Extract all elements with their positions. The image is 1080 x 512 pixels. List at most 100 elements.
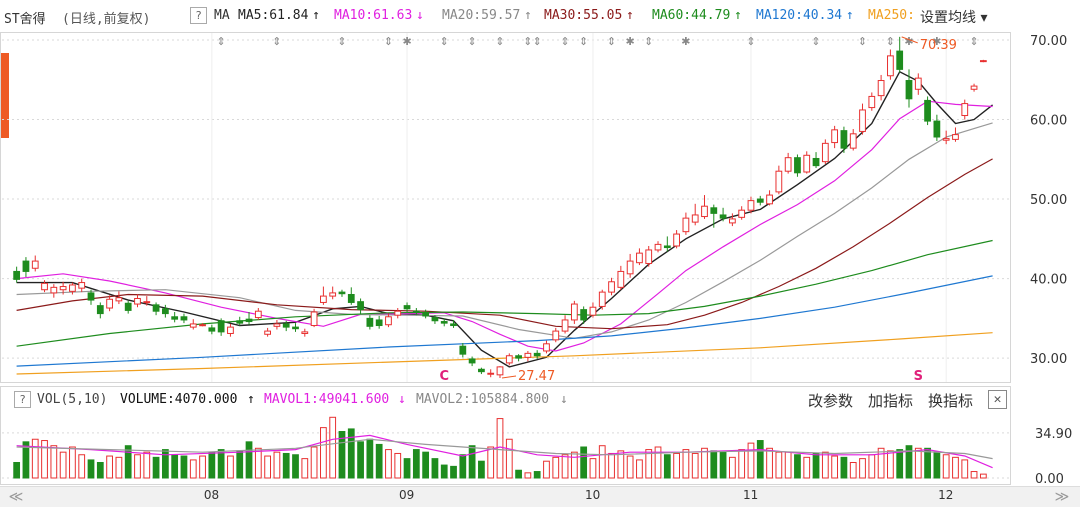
- volume-bar: [347, 428, 355, 479]
- switch-indicator-button[interactable]: 换指标: [928, 392, 974, 410]
- candle-body: [905, 80, 913, 100]
- volume-bar: [682, 449, 690, 479]
- volume-bar: [608, 452, 615, 479]
- candle-body: [691, 214, 699, 223]
- event-marker-icon: ⇕: [969, 35, 978, 48]
- add-indicator-button[interactable]: 加指标: [868, 392, 914, 410]
- scroll-right-button[interactable]: ≫: [1054, 489, 1070, 505]
- candle-body: [338, 291, 346, 295]
- ma-line-ma250: [16, 332, 993, 375]
- scroll-left-button[interactable]: ≪: [8, 489, 24, 505]
- volume-bar: [645, 449, 653, 479]
- volume-bar: [840, 456, 848, 479]
- volume-bar: [357, 441, 364, 479]
- legend-arrow: ↑: [845, 8, 854, 23]
- candle-body: [320, 295, 327, 303]
- volume-bar: [719, 451, 727, 479]
- volume-bar: [821, 451, 829, 479]
- volume-bar: [59, 451, 67, 479]
- volume-bar: [738, 449, 746, 479]
- candle-body: [115, 297, 123, 302]
- volume-bar: [161, 449, 169, 479]
- volume-bar: [654, 446, 662, 479]
- volume-bar: [887, 450, 894, 479]
- time-scrollbar[interactable]: ≪ ≫: [0, 486, 1080, 507]
- candle-body: [106, 298, 113, 309]
- volume-bar: [96, 462, 104, 479]
- volume-bar: [710, 450, 718, 479]
- candle-body: [124, 302, 132, 311]
- volume-header: ? VOL(5,10) VOLUME:4070.000 ↑ MAVOL1:490…: [0, 386, 1010, 414]
- high-arrow: [901, 36, 918, 44]
- stock-name: ST舍得: [4, 12, 46, 27]
- candle-body: [561, 319, 569, 332]
- volume-bar: [450, 465, 457, 479]
- close-volume-button[interactable]: ✕: [988, 390, 1007, 409]
- x-axis-label: 11: [742, 488, 759, 502]
- ma-line-ma120: [16, 275, 993, 367]
- price-panel-frame: [0, 32, 1011, 383]
- legend-arrow: ↑: [312, 8, 320, 23]
- candle-body: [143, 301, 151, 304]
- candle-body: [496, 366, 504, 376]
- candle-body: [152, 304, 160, 312]
- candle-body: [570, 303, 578, 321]
- legend-ma5: MA5:61.84: [238, 8, 309, 23]
- price-axis-label: 30.00: [1030, 352, 1067, 367]
- volume-bar: [496, 418, 504, 479]
- candle-body: [979, 60, 987, 63]
- legend-arrow: ↑: [524, 8, 532, 23]
- event-marker-icon: ⇕: [607, 35, 616, 48]
- volume-bar: [970, 471, 978, 479]
- volume-bar: [22, 441, 30, 479]
- candle-body: [952, 134, 959, 140]
- volume-bar: [626, 455, 634, 479]
- candle-body: [50, 286, 58, 294]
- volume-indicator-name: VOL(5,10): [37, 392, 108, 407]
- volume-help-button[interactable]: ?: [14, 391, 31, 408]
- candle-body: [227, 326, 234, 334]
- mavol1-value: MAVOL1:49041.600: [264, 392, 390, 407]
- volume-bar: [338, 431, 346, 479]
- event-marker-icon: ⇕: [579, 35, 588, 48]
- candle-body: [422, 312, 430, 317]
- legend-ma60: MA60:44.79: [652, 8, 731, 23]
- volume-bar: [636, 459, 643, 479]
- candle-body: [329, 292, 337, 297]
- candle-body: [180, 316, 188, 321]
- x-axis-label: 12: [938, 488, 954, 502]
- candle-body: [375, 319, 383, 327]
- candle-body: [756, 198, 764, 203]
- event-marker-icon: ✱: [681, 35, 690, 48]
- candle-body: [292, 326, 299, 330]
- candle-body: [775, 170, 783, 193]
- mavol1-arrow: ↓: [398, 392, 406, 407]
- volume-bar: [979, 473, 987, 479]
- volume-bar: [412, 449, 420, 479]
- help-button[interactable]: ?: [190, 7, 207, 24]
- candle-body: [580, 309, 588, 321]
- volume-bar: [775, 451, 783, 479]
- candle-body: [31, 260, 39, 269]
- volume-bar: [868, 454, 876, 479]
- volume-panel-frame: [0, 386, 1011, 485]
- ma-settings-button[interactable]: 设置均线 ▾: [920, 10, 988, 26]
- volume-bar: [543, 460, 550, 479]
- volume-bar: [468, 445, 476, 479]
- candle-body: [189, 323, 197, 328]
- volume-bar: [849, 462, 857, 479]
- candle-body: [673, 233, 680, 247]
- event-marker-icon: ✱: [402, 35, 411, 48]
- volume-bar: [552, 456, 560, 479]
- candle-body: [301, 331, 309, 334]
- volume-bar: [784, 451, 792, 479]
- candle-body: [78, 282, 86, 289]
- volume-bar: [747, 442, 755, 479]
- edit-params-button[interactable]: 改参数: [808, 392, 854, 410]
- event-marker-icon: ⇕: [811, 35, 820, 48]
- candle-body: [701, 205, 708, 218]
- volume-bar: [905, 445, 913, 479]
- legend-arrow: ↓: [416, 8, 424, 23]
- candle-body: [478, 368, 485, 373]
